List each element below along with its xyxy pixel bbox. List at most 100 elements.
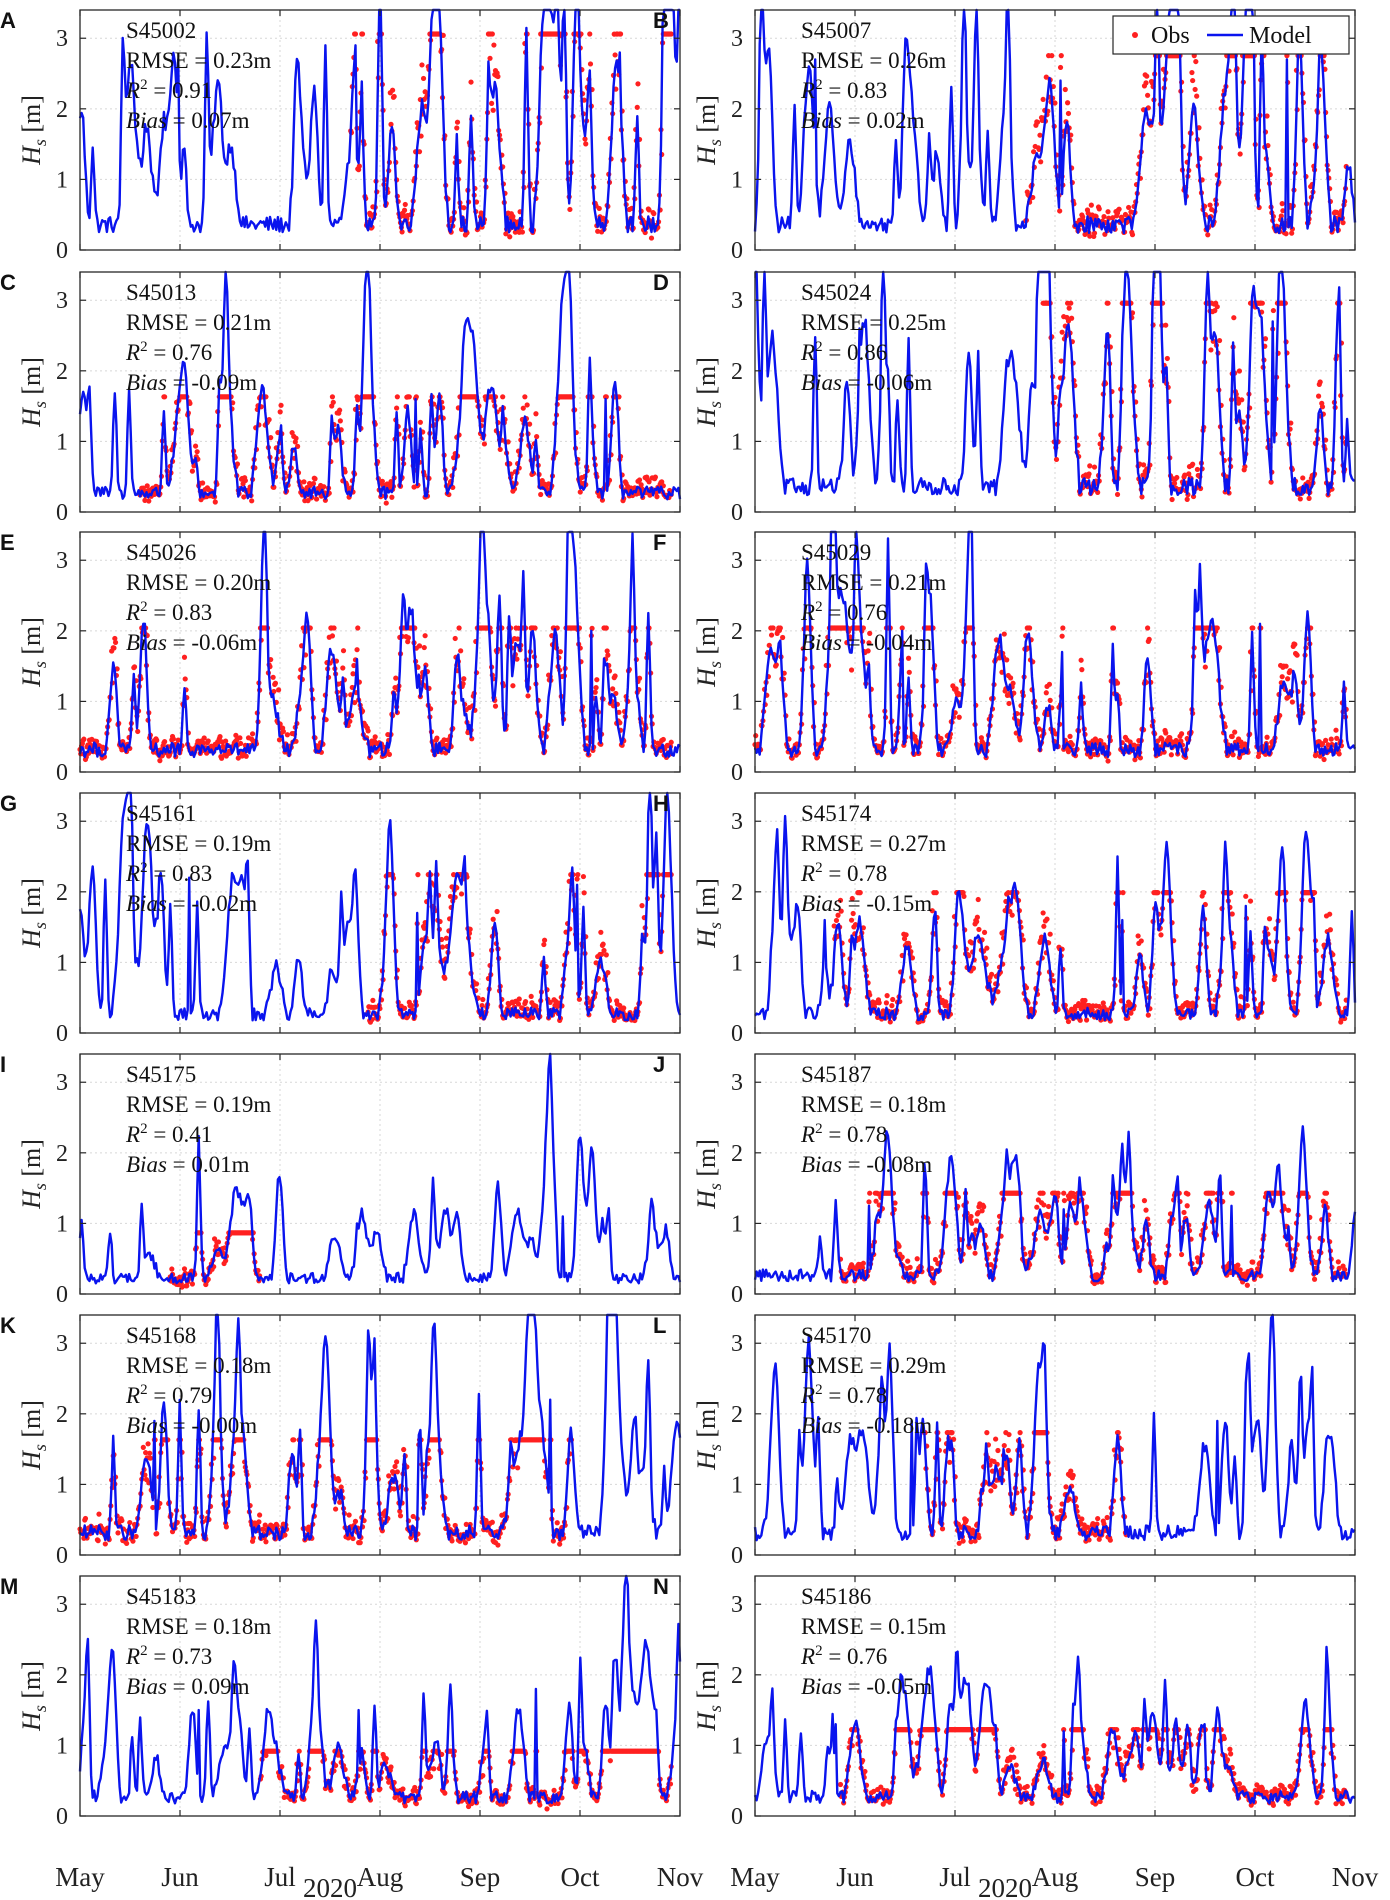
obs-point	[1026, 625, 1033, 631]
obs-point	[1083, 1017, 1090, 1023]
panel-letter: C	[0, 270, 16, 295]
y-axis-label: Hs [m]	[17, 357, 50, 428]
legend-model-label: Model	[1249, 23, 1312, 49]
obs-point	[111, 645, 117, 651]
obs-point	[1041, 923, 1047, 929]
obs-point	[976, 926, 982, 933]
obs-point	[330, 399, 336, 405]
obs-point	[1046, 681, 1053, 687]
obs-point	[1239, 397, 1245, 403]
obs-point	[337, 418, 343, 424]
obs-point	[1340, 220, 1346, 226]
y-tick-label: 0	[56, 238, 68, 264]
obs-point	[592, 689, 598, 695]
y-tick-label: 2	[731, 359, 743, 385]
obs-point	[201, 735, 207, 741]
r2-text: R2 = 0.86	[800, 339, 887, 365]
obs-point	[651, 211, 657, 217]
obs-point	[601, 947, 607, 954]
panel-letter: A	[0, 8, 16, 33]
obs-point	[383, 500, 389, 506]
obs-point	[777, 625, 783, 631]
obs-point	[1145, 1012, 1151, 1018]
obs-point	[1065, 749, 1072, 755]
obs-point	[1289, 699, 1295, 705]
obs-point	[961, 893, 967, 899]
obs-point	[1190, 77, 1196, 84]
obs-point	[443, 935, 450, 941]
obs-point	[1212, 308, 1218, 314]
y-tick-label: 3	[731, 548, 743, 574]
obs-point	[1059, 329, 1065, 335]
obs-point	[974, 919, 980, 925]
obs-point	[525, 693, 531, 699]
obs-point	[636, 477, 643, 483]
obs-point	[480, 996, 486, 1003]
station-name: S45007	[801, 18, 871, 43]
obs-point	[1052, 100, 1058, 106]
obs-point	[582, 136, 588, 142]
obs-point	[212, 499, 218, 505]
obs-point	[503, 231, 509, 237]
obs-point	[595, 228, 601, 234]
y-tick-label: 2	[56, 619, 68, 645]
obs-point	[170, 736, 177, 742]
obs-point	[238, 740, 244, 747]
obs-point	[598, 929, 604, 935]
y-tick-label: 1	[731, 689, 743, 715]
obs-point	[1194, 93, 1200, 99]
obs-point	[329, 633, 336, 639]
obs-point	[394, 394, 400, 400]
rmse-text: RMSE = 0.19m	[126, 831, 271, 856]
obs-point	[522, 394, 528, 400]
obs-point	[1305, 479, 1311, 485]
obs-point	[1279, 201, 1285, 207]
obs-point	[520, 405, 526, 411]
obs-point	[494, 908, 500, 915]
station-name: S45175	[126, 1062, 196, 1087]
y-tick-label: 2	[56, 97, 68, 123]
obs-point	[848, 917, 855, 923]
obs-point	[1315, 393, 1322, 399]
obs-point	[1009, 912, 1015, 918]
obs-point	[277, 409, 283, 415]
obs-point	[189, 468, 196, 474]
station-name: S45161	[126, 801, 196, 826]
obs-point	[1122, 211, 1129, 218]
obs-point	[1336, 751, 1342, 757]
obs-point	[458, 648, 464, 654]
obs-point	[654, 494, 660, 500]
obs-point	[235, 755, 241, 761]
obs-point	[215, 1239, 222, 1245]
obs-point	[194, 449, 200, 455]
panel-letter: D	[653, 270, 669, 295]
obs-point	[352, 31, 359, 37]
obs-point	[420, 75, 427, 82]
obs-point	[1066, 305, 1072, 311]
obs-point	[780, 634, 786, 641]
station-name: S45013	[126, 280, 196, 305]
obs-point	[646, 207, 652, 213]
obs-point	[1240, 419, 1246, 425]
obs-point	[1114, 680, 1121, 686]
y-tick-label: 0	[56, 500, 68, 526]
obs-point	[1229, 911, 1235, 917]
obs-point	[1064, 100, 1071, 106]
y-axis-label: Hs [m]	[692, 95, 725, 166]
obs-point	[1040, 910, 1046, 916]
obs-point	[241, 494, 247, 500]
obs-point	[1008, 675, 1014, 681]
obs-point	[355, 625, 361, 631]
obs-point	[1247, 898, 1254, 904]
r2-text: R2 = 0.91	[125, 77, 212, 103]
y-tick-label: 0	[56, 1021, 68, 1047]
bias-text: Bias = 0.07m	[126, 108, 250, 133]
obs-point	[1192, 86, 1198, 93]
obs-point	[442, 975, 448, 981]
obs-point	[1278, 213, 1284, 219]
y-tick-label: 3	[56, 288, 68, 314]
obs-point	[1264, 113, 1270, 119]
obs-point	[1306, 495, 1312, 501]
obs-point	[356, 163, 362, 169]
